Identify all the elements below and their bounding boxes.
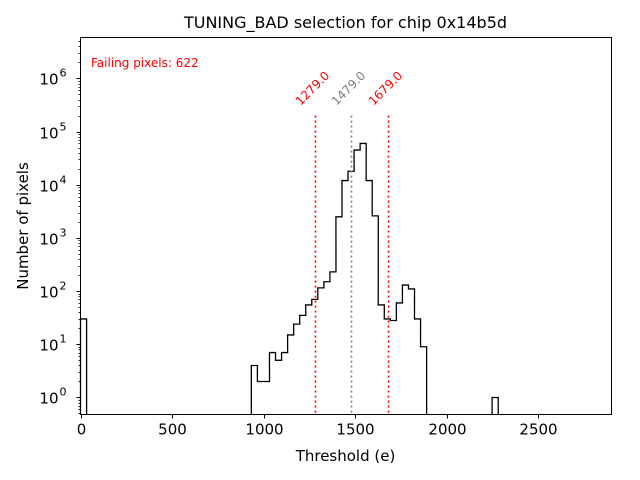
histogram-bin [251,365,257,414]
histogram-bin [81,319,87,415]
histogram-bin [384,319,390,415]
y-tick-label: 10 [39,284,58,302]
y-tick-label: 10 [39,71,58,89]
y-tick-label: 10 [39,125,58,143]
y-tick-label: 10 [39,178,58,196]
histogram-bin [396,303,402,415]
histogram-bin [378,305,384,415]
histogram-bin [276,360,282,414]
histogram-bin [269,353,275,415]
histogram-bin [282,353,288,415]
histogram-bin [294,324,300,414]
histogram-step [79,318,88,415]
y-tick-exponent: 0 [60,386,67,399]
histogram-bin [300,315,306,414]
histogram-bin [492,397,498,414]
histogram-bin [257,381,263,414]
histogram-bin [342,181,348,415]
histogram-bin [318,288,324,415]
histogram-bin [336,217,342,415]
x-tick-label: 1000 [245,421,283,439]
histogram-bin [372,216,378,415]
histogram-bin [360,143,366,414]
chart-title: TUNING_BAD selection for chip 0x14b5d [183,13,507,33]
x-tick-label: 2000 [428,421,466,439]
histogram-bin [390,321,396,415]
y-tick-exponent: 3 [60,227,67,240]
histogram-bin [354,150,360,414]
threshold-label: 1679.0 [366,69,406,109]
x-tick-label: 2500 [519,421,557,439]
threshold-label: 1479.0 [329,69,369,109]
x-axis: 0 500 1000 1500 2000 2500 [77,414,558,439]
histogram-bin [288,335,294,415]
failing-pixels-annotation: Failing pixels: 622 [91,56,199,70]
histogram-bin [324,282,330,415]
x-tick-label: 1500 [336,421,374,439]
y-tick-exponent: 5 [60,121,67,134]
y-tick-exponent: 4 [60,174,67,187]
x-tick-label: 500 [158,421,187,439]
plot-area [79,142,499,415]
threshold-label: 1279.0 [293,69,333,109]
histogram-bin [402,285,408,414]
y-tick-exponent: 1 [60,333,67,346]
histogram-bin [330,272,336,415]
histogram-step [491,396,499,415]
histogram-bin [421,347,427,415]
histogram-step [250,142,428,415]
y-tick-label: 10 [39,390,58,408]
histogram-bin [408,289,414,415]
x-axis-label: Threshold (e) [295,447,396,465]
y-tick-label: 10 [39,337,58,355]
histogram-bin [348,171,354,414]
y-tick-label: 10 [39,231,58,249]
y-tick-exponent: 2 [60,280,67,293]
axes-frame [80,37,612,415]
y-tick-exponent: 6 [60,67,67,80]
x-tick-label: 0 [77,421,87,439]
histogram-bin [414,319,420,415]
histogram-bin [306,305,312,415]
histogram-bin [263,381,269,414]
histogram-bin [366,181,372,415]
y-axis-label: Number of pixels [14,162,32,290]
